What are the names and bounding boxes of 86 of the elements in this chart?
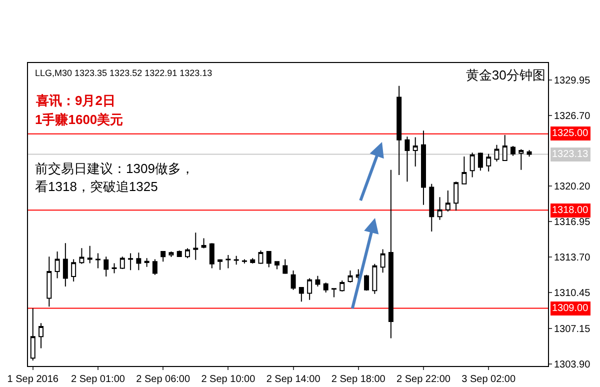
candlestick — [128, 252, 134, 271]
candlestick — [144, 258, 150, 268]
candlestick — [396, 85, 402, 176]
candlestick — [46, 256, 52, 308]
x-tick-label: 2 Sep 18:00 — [331, 374, 386, 385]
candlestick — [380, 248, 386, 274]
candlestick — [421, 130, 426, 206]
ref-line-label: 1325.00 — [552, 128, 589, 139]
candlestick — [160, 251, 166, 262]
candlestick — [348, 270, 353, 284]
candlestick — [274, 260, 280, 270]
ref-line-label: 1318.00 — [552, 205, 589, 216]
x-tick-label: 1 Sep 2016 — [7, 374, 59, 385]
candlestick — [185, 248, 190, 259]
ref-line-label: 1309.00 — [552, 303, 589, 314]
candlestick — [331, 288, 336, 298]
candlestick — [486, 153, 492, 172]
candlestick — [226, 254, 231, 269]
candlestick — [290, 270, 296, 290]
y-tick-label: 1310.45 — [554, 288, 591, 299]
candlestick — [79, 248, 84, 264]
candlestick — [404, 136, 410, 182]
candlestick — [315, 275, 320, 288]
candlestick — [242, 258, 247, 264]
candlestick — [462, 156, 467, 184]
candlestick — [38, 322, 44, 349]
chart-title: 黄金30分钟图 — [466, 68, 546, 83]
candlestick — [176, 250, 182, 258]
candlestick — [71, 258, 76, 282]
candlestick — [307, 278, 312, 300]
candlestick — [372, 263, 378, 294]
candlestick — [266, 251, 272, 268]
annotation: 喜讯：9月2日 — [35, 93, 116, 108]
candlestick — [510, 145, 516, 156]
candlestick — [526, 149, 532, 158]
candlestick — [234, 255, 239, 266]
y-tick-label: 1329.95 — [554, 75, 591, 86]
candlestick — [364, 274, 370, 292]
candlestick — [478, 152, 483, 172]
y-tick-label: 1303.90 — [554, 359, 591, 370]
annotation: 1手赚1600美元 — [35, 112, 124, 127]
candlestick — [62, 242, 68, 288]
candlestick — [112, 262, 117, 274]
y-tick-label: 1313.70 — [554, 252, 591, 264]
candlestick — [258, 250, 264, 264]
annotation: LLG,M30 1323.35 1323.52 1322.91 1323.13 — [35, 68, 212, 78]
x-tick-label: 2 Sep 01:00 — [71, 374, 126, 385]
candlestick — [340, 280, 345, 292]
x-tick-label: 2 Sep 22:00 — [396, 374, 451, 385]
y-tick-label: 1326.70 — [554, 110, 591, 122]
annotation: 看1318，突破追1325 — [35, 179, 158, 194]
candlestick — [388, 169, 394, 339]
candlestick — [201, 238, 206, 249]
candlestick — [323, 282, 328, 294]
candlestick — [193, 232, 198, 260]
candlestick — [518, 148, 524, 170]
candlestick — [250, 258, 256, 264]
candlestick — [95, 252, 100, 269]
candlestick — [54, 251, 60, 279]
candlestick — [445, 190, 450, 212]
candlestick — [30, 308, 36, 362]
candlestick — [282, 258, 288, 274]
candlestick — [494, 144, 500, 162]
candlestick — [136, 252, 142, 271]
y-tick-label: 1307.15 — [554, 324, 591, 335]
candlestick — [298, 287, 304, 302]
y-tick-label: 1320.20 — [554, 182, 591, 193]
x-tick-label: 3 Sep 02:00 — [462, 374, 516, 385]
candlestick — [209, 242, 214, 269]
candlestick — [152, 258, 158, 276]
candlestick — [454, 181, 459, 212]
x-tick-label: 2 Sep 14:00 — [266, 374, 321, 385]
candlestick — [470, 152, 475, 178]
candlestick — [218, 258, 223, 270]
candlestick — [168, 251, 174, 258]
candlestick — [429, 183, 434, 232]
candlestick — [412, 136, 418, 168]
y-tick-label: 1316.95 — [554, 217, 591, 228]
candlestick — [120, 256, 125, 270]
x-tick-label: 2 Sep 06:00 — [136, 374, 190, 385]
candlestick — [502, 134, 508, 162]
x-tick-label: 2 Sep 10:00 — [201, 374, 256, 385]
annotation: 前交易日建议：1309做多， — [35, 161, 194, 176]
candlestick — [437, 196, 442, 220]
candlestick — [87, 245, 92, 264]
candlestick — [104, 256, 109, 278]
